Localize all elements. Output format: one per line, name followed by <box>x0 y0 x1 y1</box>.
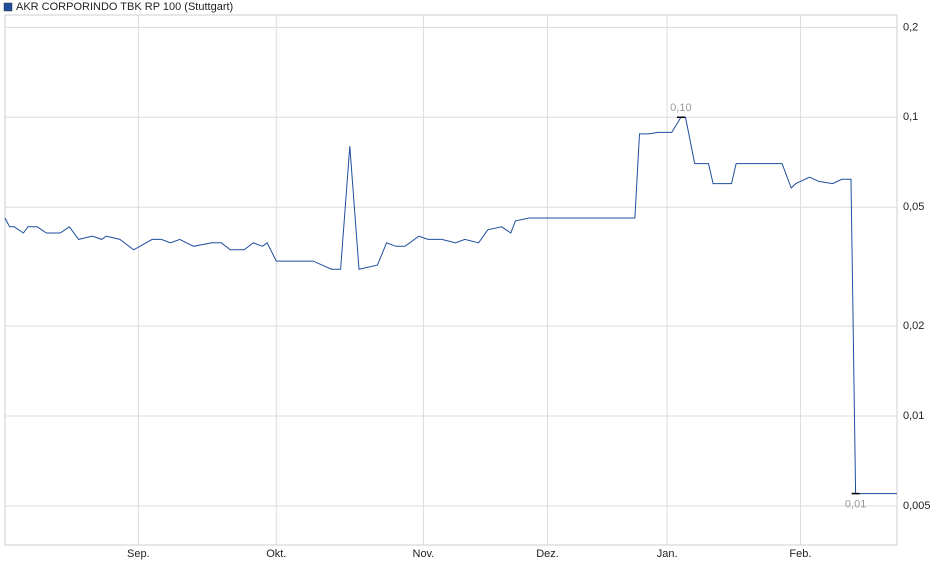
y-tick-label: 0,05 <box>903 201 924 213</box>
x-tick-label: Jan. <box>657 548 678 560</box>
value-label: 0,10 <box>670 102 691 114</box>
y-tick-label: 0,02 <box>903 320 924 332</box>
legend-swatch <box>3 2 13 12</box>
y-tick-label: 0,01 <box>903 410 924 422</box>
x-tick-label: Sep. <box>127 548 150 560</box>
x-tick-label: Dez. <box>536 548 559 560</box>
y-tick-label: 0,1 <box>903 111 918 123</box>
value-label: 0,01 <box>845 498 866 510</box>
legend-label: AKR CORPORINDO TBK RP 100 (Stuttgart) <box>16 1 233 13</box>
y-tick-label: 0,005 <box>903 500 931 512</box>
price-line <box>4 116 897 495</box>
x-tick-label: Okt. <box>266 548 286 560</box>
plot-frame <box>4 14 898 546</box>
x-tick-label: Feb. <box>789 548 811 560</box>
x-tick-label: Nov. <box>413 548 435 560</box>
y-tick-label: 0,2 <box>903 21 918 33</box>
